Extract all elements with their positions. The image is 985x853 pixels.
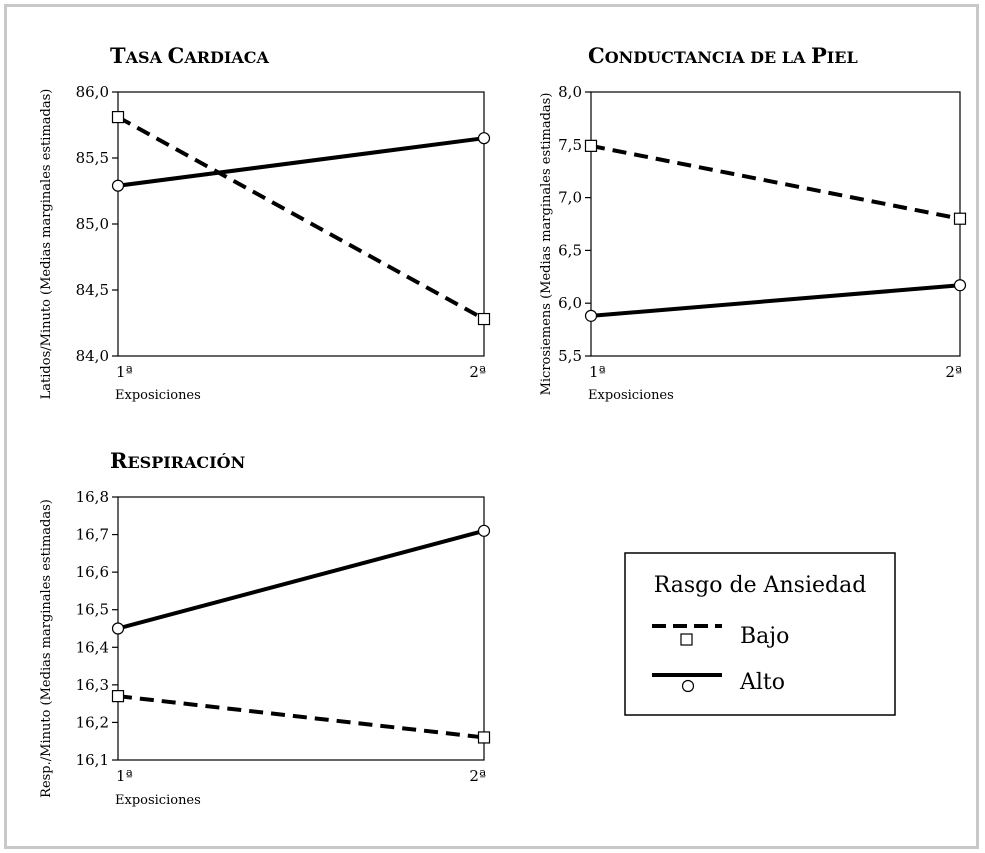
conductancia-piel-xtick-label: 1ª bbox=[589, 363, 606, 381]
respiracion-x-axis-label: Exposiciones bbox=[115, 793, 201, 808]
title-part: C bbox=[588, 43, 605, 68]
conductancia-piel-point-alto bbox=[953, 279, 967, 292]
tasa-cardiaca-plot-area bbox=[117, 91, 485, 357]
conductancia-piel-plot-area bbox=[590, 91, 961, 357]
tasa-cardiaca-title: TASA CARDIACA bbox=[110, 43, 270, 68]
respiracion-ytick-label: 16,6 bbox=[76, 563, 109, 581]
respiracion-ytick-label: 16,2 bbox=[76, 713, 109, 731]
tasa-cardiaca-point-bajo bbox=[111, 110, 125, 124]
conductancia-piel-ytick-label: 7,5 bbox=[558, 136, 582, 154]
tasa-cardiaca-point-alto bbox=[477, 132, 491, 145]
title-part: ASA bbox=[125, 48, 168, 67]
respiracion-ytick-label: 16,8 bbox=[76, 488, 109, 506]
chart-respiracion: RESPIRACIÓN 16,1 16,2 16,3 16,4 16,5 16,6 16,7 1… bbox=[39, 448, 491, 808]
respiracion-point-alto bbox=[111, 622, 125, 635]
respiracion-ytick-label: 16,5 bbox=[76, 601, 109, 619]
tasa-cardiaca-series-bajo-line bbox=[117, 115, 485, 321]
conductancia-piel-point-bajo bbox=[953, 212, 967, 225]
title-part: ESPIRACIÓN bbox=[127, 452, 245, 472]
respiracion-point-alto bbox=[477, 524, 491, 537]
respiracion-series-alto-line bbox=[117, 528, 485, 631]
title-part: P bbox=[811, 43, 827, 68]
conductancia-piel-y-axis-label: Microsiemens (Medias marginales estimada… bbox=[539, 93, 554, 396]
conductancia-piel-ytick-label: 5,5 bbox=[558, 347, 582, 365]
chart-conductancia-piel: CONDUCTANCIA DE LA PIEL 5,5 6,0 6,5 7,0 7,5 8,… bbox=[539, 43, 967, 403]
respiracion-xtick-label: 1ª bbox=[116, 767, 133, 785]
chart-tasa-cardiaca: TASA CARDIACA 84,0 84,5 85,0 85,5 86,0 1ª 2ª Exp… bbox=[39, 43, 491, 403]
legend-bajo-marker bbox=[680, 633, 693, 646]
tasa-cardiaca-series-alto-line bbox=[117, 136, 485, 188]
conductancia-piel-series-bajo-line bbox=[590, 143, 961, 221]
tasa-cardiaca-point-bajo bbox=[477, 312, 491, 326]
tasa-cardiaca-y-axis-label: Latidos/Minuto (Medias marginales estima… bbox=[39, 89, 54, 400]
conductancia-piel-title: CONDUCTANCIA DE LA PIEL bbox=[588, 43, 858, 68]
conductancia-piel-point-bajo bbox=[584, 139, 598, 152]
tasa-cardiaca-xtick-label: 1ª bbox=[116, 363, 133, 381]
conductancia-piel-ytick-label: 6,5 bbox=[558, 241, 582, 259]
tasa-cardiaca-ytick-label: 84,0 bbox=[76, 347, 109, 365]
respiracion-ytick-label: 16,7 bbox=[76, 526, 109, 544]
tasa-cardiaca-ytick-label: 84,5 bbox=[76, 281, 109, 299]
respiracion-ytick-label: 16,3 bbox=[76, 676, 109, 694]
respiracion-xtick-label: 2ª bbox=[469, 767, 486, 785]
tasa-cardiaca-ytick-label: 85,0 bbox=[76, 215, 109, 233]
conductancia-piel-ytick-label: 6,0 bbox=[558, 294, 582, 312]
tasa-cardiaca-x-axis-label: Exposiciones bbox=[115, 388, 201, 403]
legend-box bbox=[624, 552, 896, 716]
legend: Rasgo de Ansiedad Bajo Alto bbox=[624, 552, 896, 716]
tasa-cardiaca-ytick-label: 85,5 bbox=[76, 149, 109, 167]
respiracion-plot-area bbox=[117, 496, 485, 761]
respiracion-series-bajo-line bbox=[117, 694, 485, 740]
conductancia-piel-x-axis-label: Exposiciones bbox=[588, 388, 674, 403]
conductancia-piel-point-alto bbox=[584, 309, 598, 322]
title-part: IEL bbox=[827, 48, 858, 67]
title-part: R bbox=[110, 448, 128, 473]
conductancia-piel-xtick-label: 2ª bbox=[945, 363, 962, 381]
title-part: ONDUCTANCIA DE LA bbox=[605, 48, 811, 67]
legend-alto-label: Alto bbox=[739, 670, 785, 695]
title-part: ARDIACA bbox=[183, 48, 269, 67]
title-part: C bbox=[168, 43, 185, 68]
respiracion-title: RESPIRACIÓN bbox=[110, 448, 245, 473]
conductancia-piel-ytick-label: 7,0 bbox=[558, 189, 582, 207]
respiracion-ytick-label: 16,1 bbox=[76, 751, 109, 769]
respiracion-point-bajo bbox=[477, 731, 491, 744]
respiracion-point-bajo bbox=[111, 690, 125, 703]
title-part: T bbox=[110, 43, 126, 68]
respiracion-ytick-label: 16,4 bbox=[76, 638, 109, 656]
legend-alto-marker bbox=[681, 679, 695, 693]
legend-title: Rasgo de Ansiedad bbox=[654, 573, 867, 598]
tasa-cardiaca-point-alto bbox=[111, 179, 125, 192]
legend-bajo-label: Bajo bbox=[740, 624, 789, 649]
conductancia-piel-ytick-label: 8,0 bbox=[558, 83, 582, 101]
respiracion-y-axis-label: Resp./Minuto (Medias marginales estimada… bbox=[39, 499, 54, 798]
conductancia-piel-series-alto-line bbox=[590, 283, 961, 318]
tasa-cardiaca-xtick-label: 2ª bbox=[469, 363, 486, 381]
tasa-cardiaca-ytick-label: 86,0 bbox=[76, 83, 109, 101]
